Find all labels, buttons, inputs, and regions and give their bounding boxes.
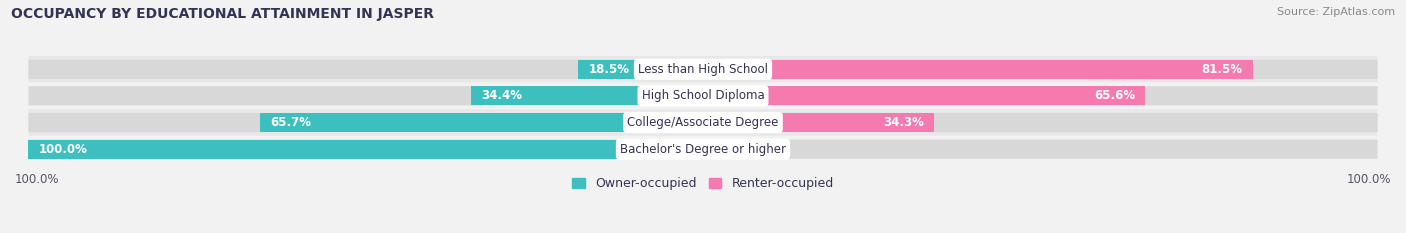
Text: Less than High School: Less than High School <box>638 63 768 76</box>
Text: Bachelor's Degree or higher: Bachelor's Degree or higher <box>620 143 786 156</box>
Bar <box>703 113 935 132</box>
Bar <box>471 86 703 106</box>
Text: OCCUPANCY BY EDUCATIONAL ATTAINMENT IN JASPER: OCCUPANCY BY EDUCATIONAL ATTAINMENT IN J… <box>11 7 434 21</box>
FancyBboxPatch shape <box>703 86 1378 106</box>
Text: 0.0%: 0.0% <box>710 143 742 156</box>
FancyBboxPatch shape <box>28 60 703 79</box>
FancyBboxPatch shape <box>28 140 703 159</box>
FancyBboxPatch shape <box>28 82 1378 109</box>
FancyBboxPatch shape <box>703 113 1378 132</box>
Text: College/Associate Degree: College/Associate Degree <box>627 116 779 129</box>
Bar <box>260 113 703 132</box>
Text: 34.3%: 34.3% <box>883 116 924 129</box>
Text: 100.0%: 100.0% <box>15 173 59 186</box>
Bar <box>703 86 1146 106</box>
Bar <box>28 140 703 159</box>
Text: 34.4%: 34.4% <box>481 89 522 102</box>
FancyBboxPatch shape <box>28 109 1378 136</box>
Legend: Owner-occupied, Renter-occupied: Owner-occupied, Renter-occupied <box>568 172 838 195</box>
Text: High School Diploma: High School Diploma <box>641 89 765 102</box>
Bar <box>703 60 1253 79</box>
FancyBboxPatch shape <box>703 140 1378 159</box>
Text: 100.0%: 100.0% <box>1347 173 1391 186</box>
Text: 18.5%: 18.5% <box>588 63 630 76</box>
FancyBboxPatch shape <box>28 136 1378 162</box>
FancyBboxPatch shape <box>28 113 703 132</box>
FancyBboxPatch shape <box>28 86 703 106</box>
Bar <box>578 60 703 79</box>
Text: Source: ZipAtlas.com: Source: ZipAtlas.com <box>1277 7 1395 17</box>
Text: 65.6%: 65.6% <box>1094 89 1136 102</box>
FancyBboxPatch shape <box>703 60 1378 79</box>
Text: 100.0%: 100.0% <box>38 143 87 156</box>
FancyBboxPatch shape <box>28 56 1378 82</box>
Text: 65.7%: 65.7% <box>270 116 311 129</box>
Text: 81.5%: 81.5% <box>1202 63 1243 76</box>
